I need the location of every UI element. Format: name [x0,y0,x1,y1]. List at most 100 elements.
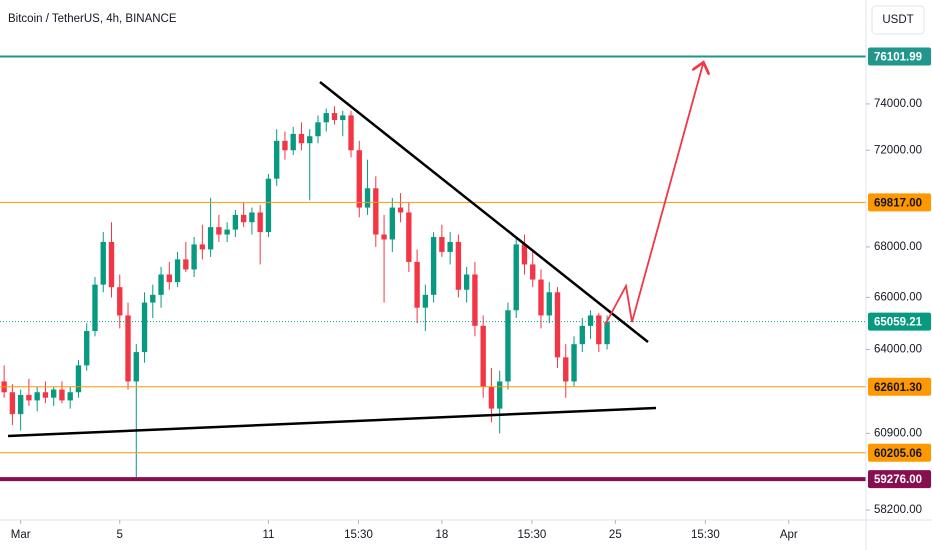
candle-body [505,310,511,382]
x-tick-label: 18 [435,529,448,541]
currency-button[interactable] [871,5,925,35]
price-badge [868,193,931,212]
candle-body [174,259,181,283]
candle-body [331,113,338,120]
candle-body [538,279,544,316]
candle-body [207,227,214,250]
candle-body [389,207,396,240]
candle-body [92,284,98,332]
price-badge [868,377,931,396]
candle-body [34,392,40,401]
y-tick-label: 74000.00 [874,98,922,110]
price-badge-label: 62601.30 [874,382,922,394]
price-badge [868,312,931,331]
x-tick-label: Apr [780,529,798,541]
price-badge-label: 59276.00 [874,474,922,486]
candle-body [455,241,462,290]
candle-body [563,357,569,382]
candle-body [364,188,371,208]
candle-body [125,315,131,382]
candle-body [373,188,379,235]
candle-body [51,389,57,398]
candle-body [430,236,437,295]
candle-body [480,325,486,387]
candle-body [323,113,329,123]
candle-body [290,133,296,151]
candle-body [84,331,90,366]
candle-body [150,294,156,303]
candle-body [199,244,206,250]
candle-body [240,214,247,223]
candle-body [257,212,263,233]
projection-arrow [604,64,703,326]
y-tick-label: 64000.00 [874,343,922,355]
candle-body [9,392,16,415]
candle-body [348,115,354,151]
candle-body [274,140,280,179]
x-tick-label: 25 [609,529,622,541]
x-tick-label: 15:30 [691,529,720,541]
y-tick-label: 66000.00 [874,291,922,303]
price-badge-label: 60205.06 [874,448,922,460]
candle-body [100,241,106,285]
candle-body [604,321,610,345]
trend-line [7,406,657,438]
x-tick-label: 15:30 [518,529,547,541]
candle-body [158,274,164,295]
candle-body [183,259,189,270]
x-tick-label: 11 [262,529,274,541]
candle-body [315,122,321,137]
candle-body [232,214,239,230]
price-badge-label: 69817.00 [874,197,922,209]
candle-body [472,274,478,326]
candle-body [224,229,230,235]
price-badge [868,47,931,66]
candle-body [67,392,73,401]
candle-body [397,207,404,213]
candle-body [307,136,313,144]
candle-body [414,261,420,308]
candle-body [340,115,346,120]
trend-line [319,81,649,343]
candle-body [356,150,362,208]
price-badge [868,443,931,462]
x-tick-label: Mar [11,529,31,541]
candle-body [513,244,519,311]
candle-body [298,133,305,144]
candle-body [59,389,65,401]
currency-label[interactable]: USDT [882,14,913,26]
candle-body [42,392,49,398]
candle-body [497,381,503,409]
candle-body [447,241,453,252]
candle-body [26,394,32,401]
candle-body [249,212,255,223]
candle-body [530,264,536,280]
candle-body [381,234,387,240]
x-tick-label: 15:30 [344,529,373,541]
candle-body [571,344,577,382]
price-badge [868,470,931,489]
drawings [7,64,703,438]
y-tick-label: 60900.00 [874,427,922,439]
candle-body [554,292,561,358]
y-tick-label: 68000.00 [874,241,922,253]
candle-body [546,292,552,316]
candle-body [133,352,139,382]
candle-body [216,227,222,235]
candle-body [596,315,602,345]
y-tick-label: 72000.00 [874,144,922,156]
candle-body [406,212,412,262]
candle-body [191,244,197,270]
candle-body [587,315,594,326]
candle-body [108,241,115,288]
candle-body [265,178,272,233]
candle-body [422,294,429,308]
candle-body [579,325,585,345]
candle-body [463,274,470,290]
candle-body [75,365,82,393]
chart-title: Bitcoin / TetherUS, 4h, BINANCE [8,13,177,25]
candle-body [282,140,288,151]
x-tick-label: 5 [117,529,123,541]
candle-body [488,386,495,409]
